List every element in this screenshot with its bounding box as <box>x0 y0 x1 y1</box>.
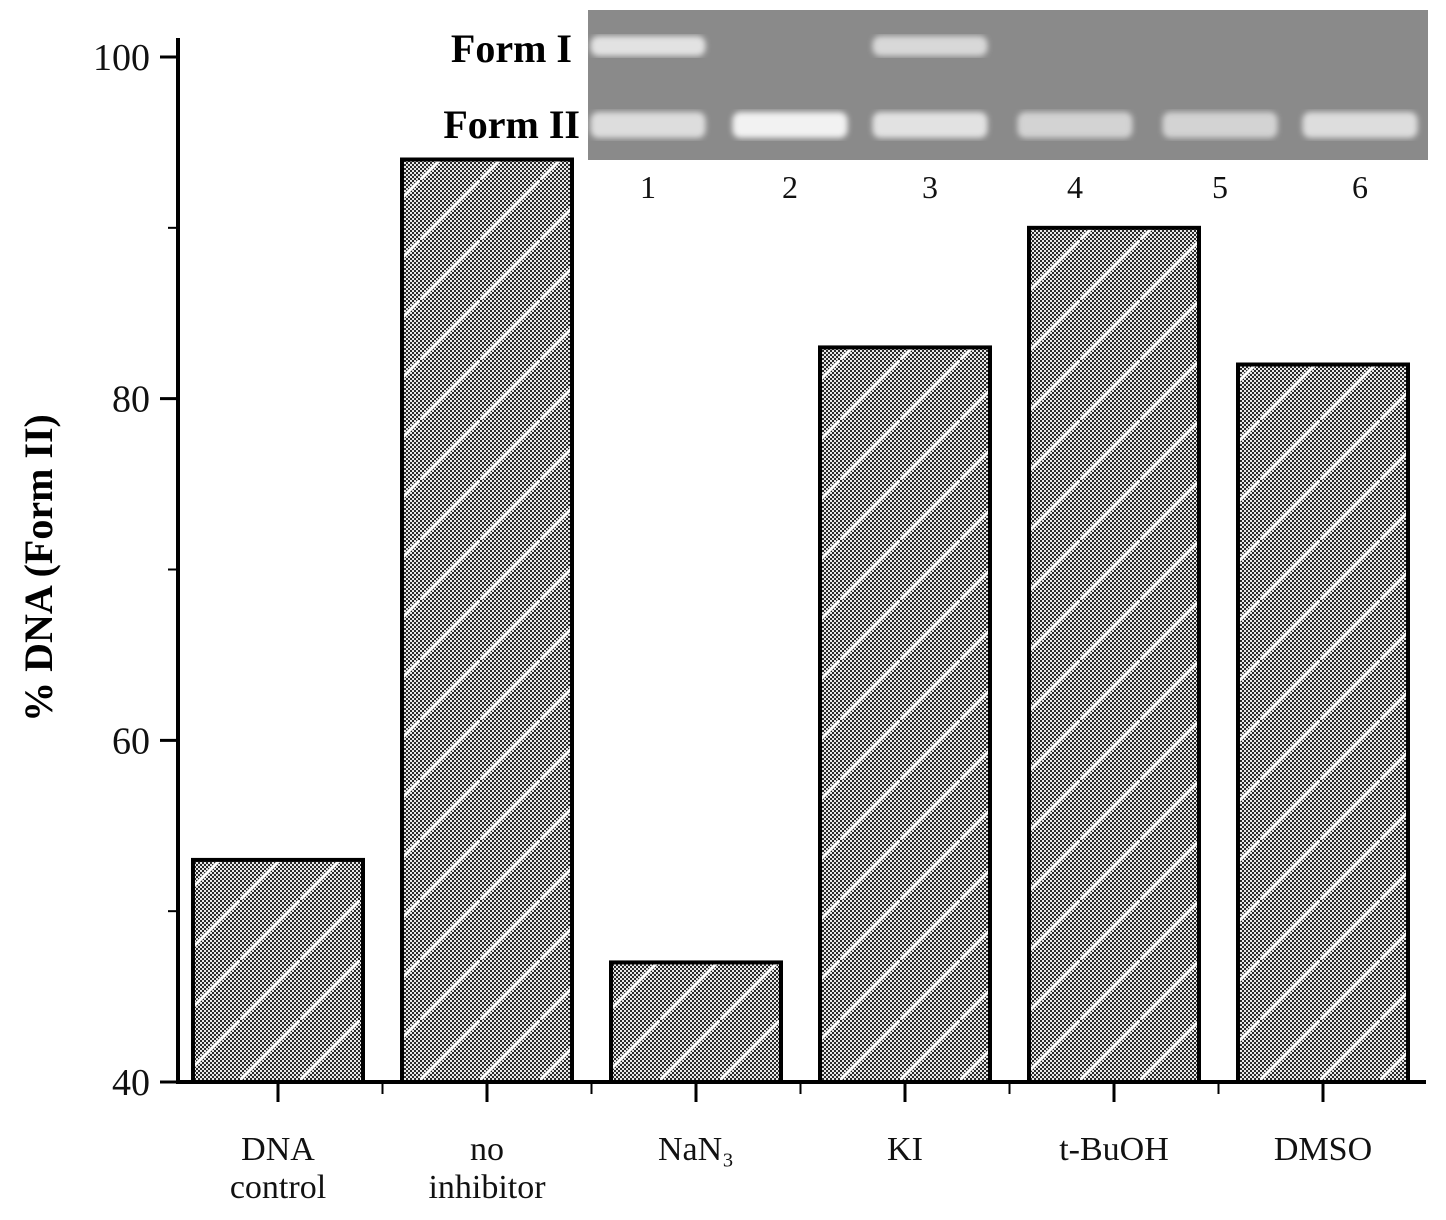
x-category-label: control <box>230 1169 326 1206</box>
gel-band-form2 <box>872 112 988 138</box>
gel-lane-number: 2 <box>782 169 798 205</box>
x-category-label: no <box>470 1131 504 1168</box>
gel-form1-label: Form I <box>451 26 572 71</box>
gel-band-form2 <box>732 112 848 138</box>
bar <box>191 857 365 1085</box>
x-category-label: DNA <box>241 1131 315 1168</box>
x-category-label: t-BuOH <box>1059 1131 1169 1168</box>
bar <box>1027 225 1201 1085</box>
x-category-label: KI <box>887 1131 923 1168</box>
gel-band-form2 <box>1162 112 1278 138</box>
bar <box>818 345 992 1084</box>
y-axis-ticks: 40 60 80 100 <box>93 37 178 1104</box>
gel-band-form2 <box>1017 112 1133 138</box>
bar <box>400 157 574 1084</box>
gel-background <box>588 10 1428 160</box>
gel-image-inset <box>588 10 1428 160</box>
gel-band-form1 <box>590 36 706 56</box>
gel-band-form2 <box>590 112 706 138</box>
gel-band-form1 <box>872 36 988 56</box>
bar <box>1236 362 1410 1084</box>
y-tick-label: 80 <box>112 379 150 421</box>
gel-form2-label: Form II <box>443 102 580 147</box>
x-category-label: inhibitor <box>428 1169 546 1206</box>
y-axis-title: % DNA (Form II) <box>16 414 61 722</box>
gel-lane-number: 1 <box>640 169 656 205</box>
gel-lane-number: 3 <box>922 169 938 205</box>
gel-lane-number: 5 <box>1212 169 1228 205</box>
y-tick-label: 100 <box>93 37 150 79</box>
x-category-label: NaN₃ <box>658 1131 734 1168</box>
bars-group <box>191 157 1410 1085</box>
gel-lane-numbers: 1 2 3 4 5 6 <box>640 169 1368 205</box>
y-tick-label: 60 <box>112 720 150 762</box>
gel-lane-number: 4 <box>1067 169 1083 205</box>
gel-lane-number: 6 <box>1352 169 1368 205</box>
x-category-label: DMSO <box>1274 1131 1372 1168</box>
gel-band-form2 <box>1302 112 1418 138</box>
x-axis-ticks <box>276 1082 1325 1102</box>
y-tick-label: 40 <box>112 1062 150 1104</box>
bar <box>609 960 783 1085</box>
